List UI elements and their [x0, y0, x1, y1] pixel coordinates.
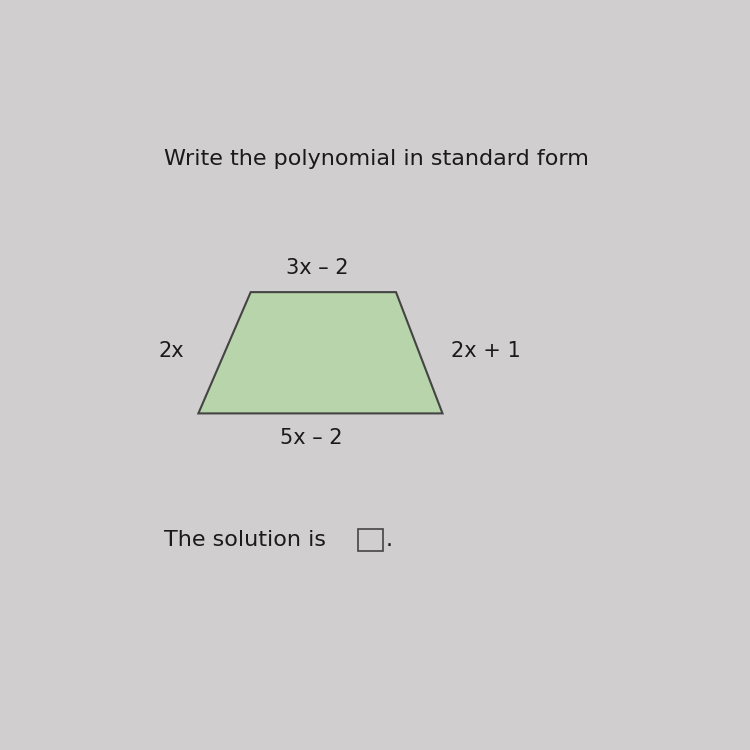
FancyBboxPatch shape: [358, 529, 382, 550]
Text: Write the polynomial in standard form: Write the polynomial in standard form: [164, 149, 588, 170]
Text: 5x – 2: 5x – 2: [280, 427, 343, 448]
Text: 2x + 1: 2x + 1: [452, 341, 521, 361]
Text: 3x – 2: 3x – 2: [286, 258, 349, 278]
Text: .: .: [386, 530, 393, 550]
Text: 2x: 2x: [158, 341, 184, 361]
Polygon shape: [198, 292, 442, 413]
Text: The solution is: The solution is: [164, 530, 326, 550]
